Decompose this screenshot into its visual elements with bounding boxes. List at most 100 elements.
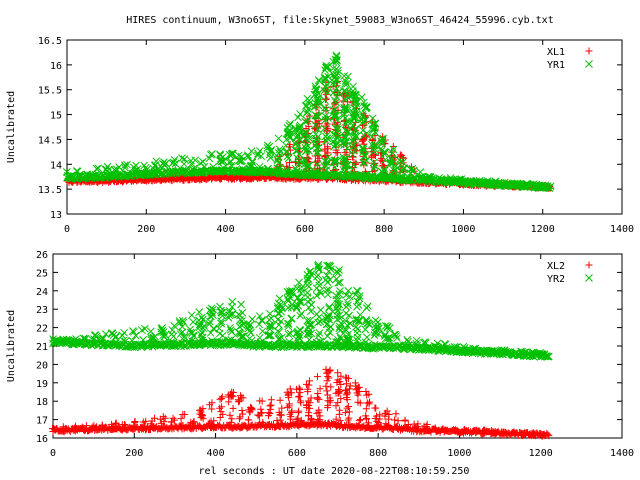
XL2-point	[199, 415, 207, 423]
YR1-point	[266, 154, 275, 162]
YR1-point	[300, 155, 309, 164]
y-axis-label: Uncalibrated	[6, 310, 17, 382]
x-tick-label: 1000	[451, 224, 475, 235]
XL2-point	[228, 415, 236, 423]
XL2-point	[267, 396, 275, 404]
YR1-point	[370, 162, 379, 171]
YR1-point	[305, 146, 313, 155]
x-tick-label: 1200	[531, 224, 555, 235]
plot-frame	[66, 39, 623, 215]
XL2-point	[170, 416, 178, 424]
y-axis-label: Uncalibrated	[6, 91, 17, 163]
x-tick-label: 1400	[610, 224, 634, 235]
y-tick-label: 19	[36, 379, 48, 390]
XL1-point	[363, 133, 371, 141]
YR1-point	[333, 157, 341, 165]
y-tick-label: 22	[36, 324, 48, 335]
y-tick-label: 14	[50, 160, 62, 171]
y-tick-label: 13.5	[38, 185, 62, 196]
legend-label: XL1	[547, 47, 565, 58]
XL2-point	[218, 403, 226, 411]
XL2-point	[344, 416, 352, 424]
YR1-point	[380, 166, 389, 175]
YR1-point	[208, 150, 216, 158]
YR1-point	[320, 96, 329, 105]
YR1-point	[340, 155, 348, 164]
YR1-point	[248, 158, 257, 167]
YR1-point	[343, 89, 351, 97]
YR1-point	[379, 134, 388, 143]
YR2-point	[323, 332, 332, 340]
y-tick-label: 20	[36, 360, 48, 371]
legend-marker	[585, 274, 593, 282]
YR1-point	[342, 161, 351, 170]
YR2-point	[189, 318, 197, 326]
x-tick-label: 1400	[610, 448, 634, 459]
YR1-point	[368, 114, 377, 123]
y-tick-label: 24	[36, 287, 48, 298]
y-tick-label: 15	[50, 111, 62, 122]
YR1-point	[296, 136, 305, 144]
YR2-point	[267, 314, 276, 323]
YR1-point	[341, 161, 349, 170]
legend-marker	[585, 60, 593, 68]
YR1-point	[371, 140, 379, 149]
YR1-point	[331, 131, 340, 140]
YR1-point	[386, 159, 395, 168]
YR1-point	[344, 72, 352, 81]
YR1-point	[314, 101, 323, 110]
XL2-point	[208, 405, 216, 413]
YR1-point	[301, 128, 309, 137]
YR1-point	[304, 142, 312, 150]
YR1-point	[324, 114, 332, 122]
YR1-point	[332, 52, 341, 61]
XL2-point	[177, 415, 185, 423]
YR1-point	[333, 76, 341, 85]
XL2-point	[391, 416, 399, 424]
YR1-point	[152, 157, 161, 166]
XL2-point	[111, 420, 119, 428]
YR1-point	[350, 136, 359, 145]
legend-label: YR1	[547, 60, 565, 71]
YR2-point	[248, 315, 257, 324]
YR1-point	[378, 139, 387, 148]
series-YR2	[49, 260, 553, 361]
YR2-point	[284, 303, 292, 312]
YR1-point	[171, 159, 180, 168]
XL2-point	[323, 387, 331, 395]
YR2-point	[141, 324, 149, 333]
YR2-point	[323, 290, 332, 299]
YR1-point	[302, 146, 311, 155]
YR2-point	[312, 291, 321, 300]
top-panel: 0 200 400 600 800 1000 1200 1400 13 13.5 14 14.5 15 1…	[6, 36, 634, 235]
YR1-point	[546, 182, 555, 191]
YR1-point	[369, 164, 378, 173]
YR1-point	[380, 164, 389, 173]
XL2-point	[356, 416, 364, 424]
x-tick-label: 1200	[529, 448, 553, 459]
YR1-point	[389, 145, 398, 154]
XL2-point	[345, 403, 353, 411]
YR1-point	[331, 105, 339, 114]
YR1-point	[368, 132, 376, 141]
YR1-point	[180, 155, 189, 163]
y-tick-label: 17	[36, 416, 48, 427]
XL2-point	[181, 410, 189, 418]
y-tick-label: 16	[50, 61, 62, 72]
y-tick-label: 13	[50, 210, 62, 221]
YR2-point	[169, 332, 178, 341]
YR1-point	[343, 106, 352, 115]
y-tick-label: 23	[36, 305, 48, 316]
YR1-point	[334, 125, 342, 134]
YR1-point	[343, 128, 352, 137]
YR1-point	[315, 77, 324, 85]
YR1-point	[513, 179, 522, 188]
YR1-point	[343, 144, 352, 153]
XL2-point	[337, 372, 345, 380]
XL1-point	[334, 149, 342, 157]
YR1-point	[344, 93, 352, 102]
YR1-point	[257, 152, 266, 160]
YR1-point	[362, 103, 371, 112]
YR1-point	[348, 150, 357, 159]
YR1-point	[428, 174, 436, 183]
